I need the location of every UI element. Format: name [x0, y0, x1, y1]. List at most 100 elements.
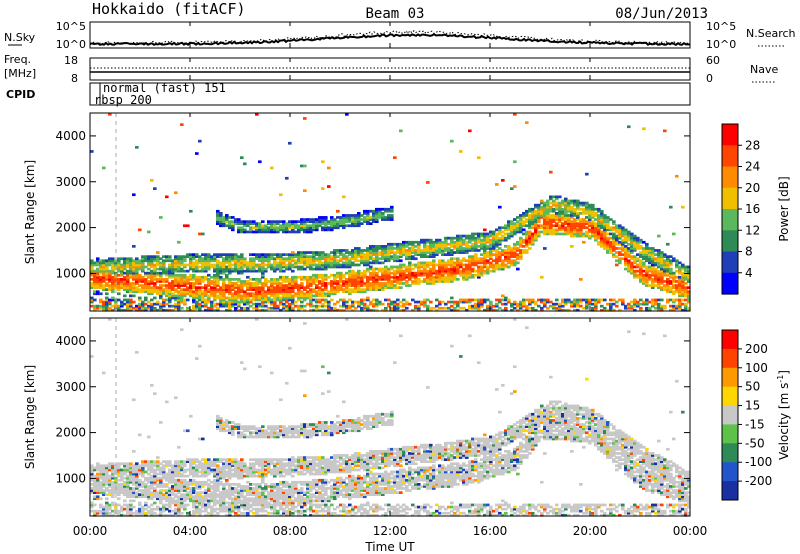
power-cell: [102, 267, 106, 271]
power-cell: [225, 224, 229, 228]
power-cell: [645, 269, 649, 273]
power-cell: [225, 259, 229, 263]
power-cell: [462, 278, 466, 281]
velocity-cell: [141, 509, 145, 513]
power-cell: [366, 280, 370, 283]
power-cell: [315, 218, 319, 221]
power-cell: [501, 238, 505, 242]
power-cell: [498, 205, 502, 209]
velocity-cell: [123, 485, 127, 488]
power-cell: [198, 280, 202, 283]
power-cell: [426, 275, 430, 279]
power-cell: [615, 234, 619, 238]
power-cell: [303, 226, 307, 230]
power-cell: [285, 286, 289, 289]
power-cell: [99, 271, 103, 275]
power-cell: [372, 253, 376, 256]
power-cell: [285, 278, 289, 281]
power-cell: [282, 290, 286, 294]
power-cell: [573, 220, 577, 223]
power-cell: [627, 304, 631, 308]
power-cell: [411, 298, 415, 302]
power-cell: [615, 230, 619, 234]
power-cell: [330, 220, 334, 223]
power-cell: [684, 265, 688, 269]
power-cell: [432, 240, 436, 244]
power-cell: [351, 269, 355, 273]
power-cell: [276, 257, 280, 261]
power-cell: [336, 280, 340, 283]
power-cell: [111, 286, 115, 289]
power-cell: [363, 284, 367, 287]
power-cell: [294, 255, 298, 258]
power-cell: [321, 257, 325, 261]
power-cell: [456, 257, 460, 261]
power-cell: [261, 224, 265, 228]
power-cell: [573, 214, 577, 217]
power-cell: [165, 288, 169, 291]
velocity-cell: [165, 474, 169, 478]
velocity-cell: [159, 493, 163, 496]
power-cell: [282, 278, 286, 281]
power-cell: [606, 232, 610, 236]
power-cell: [120, 286, 124, 289]
power-cell: [237, 280, 241, 283]
power-cell: [174, 275, 178, 279]
power-cell: [381, 245, 385, 248]
power-cell: [255, 286, 259, 289]
velocity-cell: [108, 474, 112, 478]
power-cell: [474, 302, 478, 306]
power-cell: [99, 278, 103, 281]
power-cell: [531, 300, 535, 304]
power-cell: [666, 259, 670, 263]
power-cell: [111, 259, 115, 263]
power-cell: [552, 228, 556, 232]
power-cell: [177, 306, 181, 310]
power-cell: [384, 273, 388, 277]
power-cell: [441, 271, 445, 275]
power-cell: [120, 300, 124, 304]
power-cell: [522, 220, 526, 223]
power-cell: [549, 300, 553, 304]
power-cell: [384, 271, 388, 275]
power-cell: [273, 302, 277, 306]
power-cell: [300, 296, 304, 300]
power-cell: [171, 280, 175, 283]
power-cell: [477, 245, 481, 248]
power-cell: [156, 271, 160, 275]
power-cell: [648, 247, 652, 250]
velocity-cell: [153, 478, 157, 482]
power-cell: [642, 253, 646, 256]
power-cell: [450, 236, 454, 240]
power-cell: [216, 271, 220, 275]
power-cell: [498, 226, 502, 230]
power-cell: [177, 269, 181, 273]
power-cell: [552, 306, 556, 310]
power-cell: [297, 261, 301, 265]
power-cell: [177, 304, 181, 308]
power-cell: [303, 228, 307, 232]
power-cell: [330, 228, 334, 232]
power-cell: [459, 247, 463, 250]
power-cell: [285, 259, 289, 263]
power-cell: [447, 251, 451, 254]
power-cell: [96, 290, 100, 294]
power-cell: [375, 282, 379, 285]
velocity-cell: [165, 400, 169, 404]
power-cell: [345, 255, 349, 258]
velocity-cell: [162, 493, 166, 496]
power-cell: [558, 226, 562, 230]
power-cell: [534, 300, 538, 304]
power-cell: [201, 267, 205, 271]
velocity-cell: [132, 470, 136, 474]
power-cell: [348, 278, 352, 281]
power-cell: [288, 259, 292, 263]
power-cell: [132, 294, 136, 298]
power-cell: [210, 259, 214, 263]
power-cell: [204, 288, 208, 291]
power-cell: [489, 230, 493, 234]
velocity-cell: [135, 470, 139, 474]
velocity-cell: [132, 495, 136, 499]
power-cell: [324, 282, 328, 285]
